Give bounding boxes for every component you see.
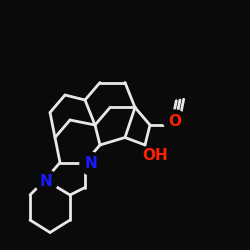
Circle shape: [35, 170, 58, 192]
Text: N: N: [40, 174, 52, 189]
Text: N: N: [85, 156, 98, 171]
Text: OH: OH: [142, 148, 168, 162]
Circle shape: [144, 144, 166, 166]
Circle shape: [164, 110, 186, 132]
Text: O: O: [168, 114, 181, 129]
Circle shape: [80, 152, 102, 175]
